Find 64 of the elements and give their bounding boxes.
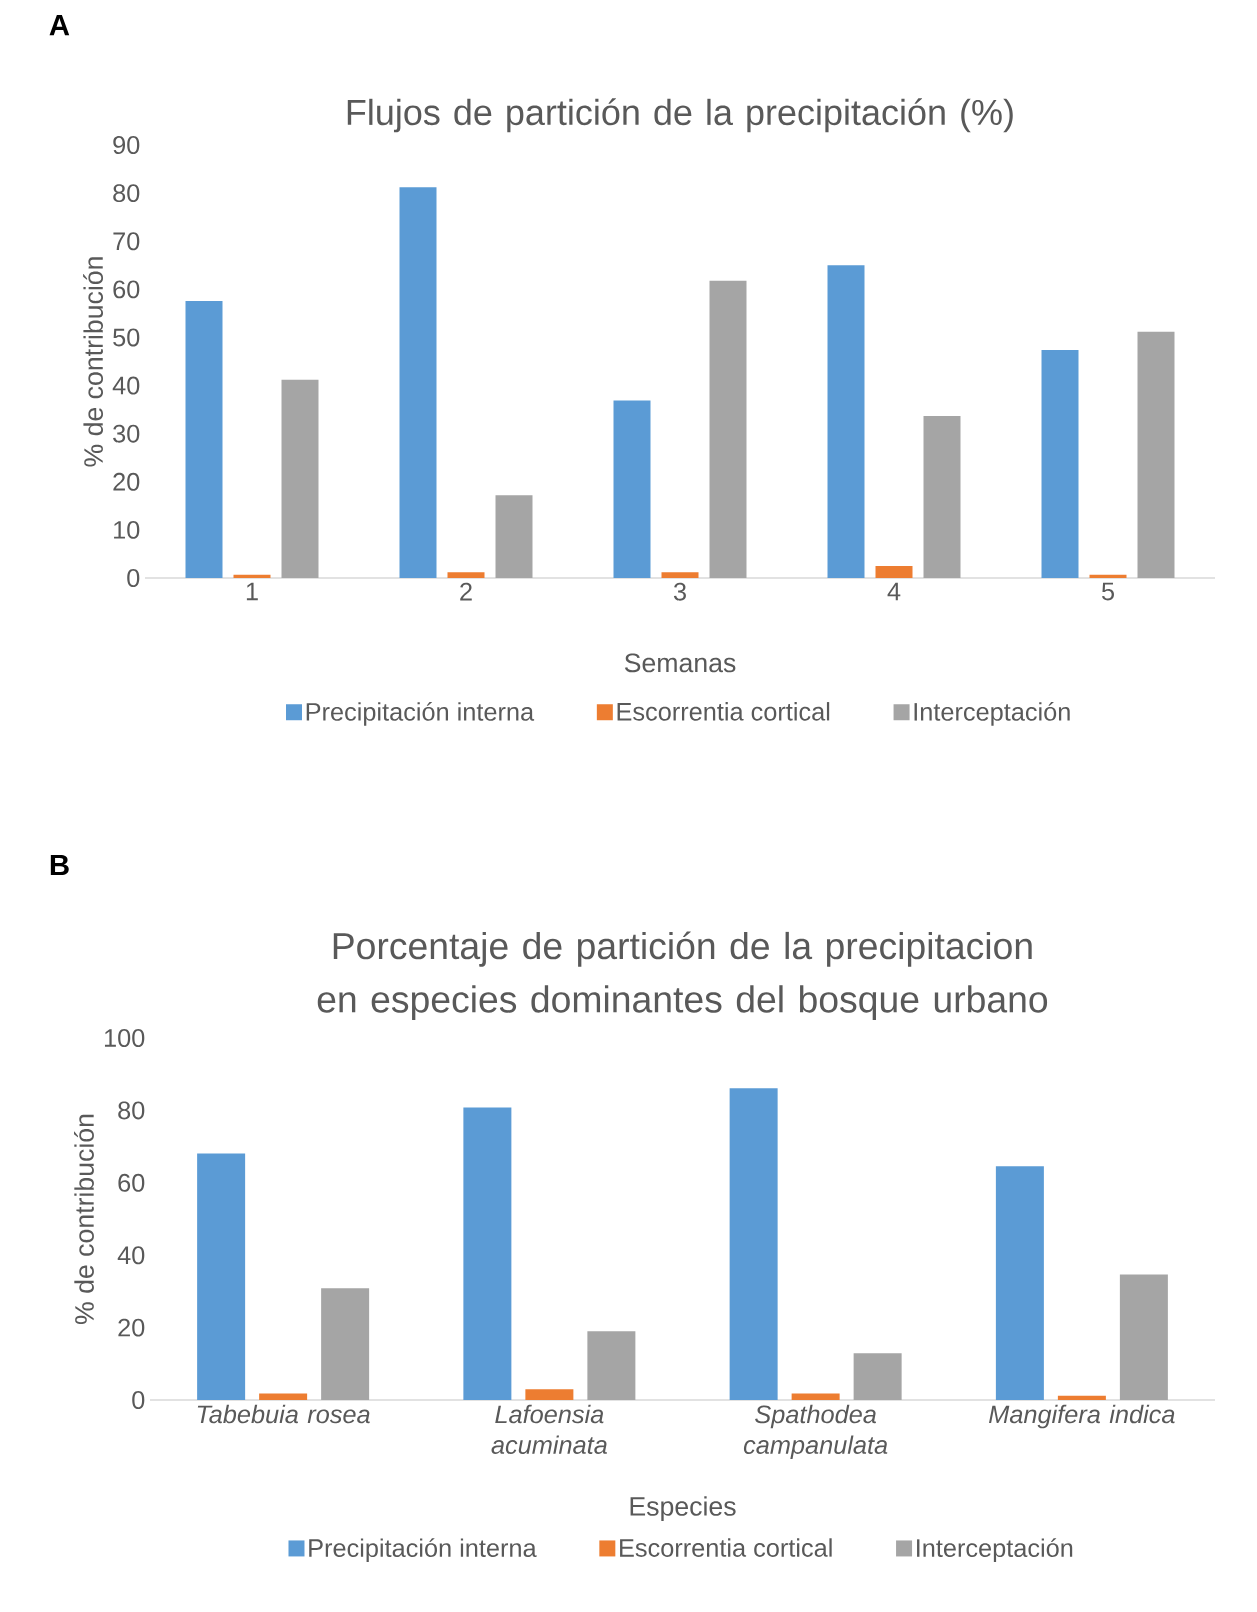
y-tick-label: 50 xyxy=(113,328,140,347)
x-tick-label: Tabebuia rosea xyxy=(197,1404,370,1424)
text: A xyxy=(49,14,70,36)
text: B xyxy=(50,854,69,876)
legend-label: Interceptación xyxy=(914,701,1070,726)
bar xyxy=(185,300,223,579)
bar xyxy=(1057,1395,1106,1401)
x-tick-label: 2 xyxy=(460,582,472,601)
bar xyxy=(197,1153,246,1401)
bar xyxy=(995,1166,1044,1401)
y-tick-label: 0 xyxy=(127,569,140,587)
legend-label: Escorrentia cortical xyxy=(620,1538,832,1557)
y-tick-label: 80 xyxy=(113,184,140,203)
x-tick-label: Mangifera indica xyxy=(989,1404,1175,1429)
x-tick-label: Spathodea campanulata xyxy=(743,1404,888,1459)
y-tick-label: 0 xyxy=(132,1391,145,1409)
y-tick-label: 20 xyxy=(113,472,140,491)
bar xyxy=(259,1393,308,1401)
bar xyxy=(495,495,533,579)
bar xyxy=(613,400,651,579)
bar xyxy=(853,1353,902,1401)
y-tick-label: 90 xyxy=(113,136,140,154)
bar xyxy=(525,1389,574,1401)
bar xyxy=(1041,349,1079,579)
y-axis-title: % de contribución xyxy=(83,257,104,467)
y-tick-label: 40 xyxy=(117,1246,145,1265)
legend-label: Precipitación interna xyxy=(306,701,535,726)
x-axis-title: Especies xyxy=(630,1496,736,1522)
legend-label: Interceptación xyxy=(917,1538,1073,1563)
bar xyxy=(281,379,319,579)
y-axis-title: % de contribución xyxy=(74,1114,94,1325)
y-tick-label: 30 xyxy=(113,424,140,443)
bar xyxy=(661,572,699,579)
bar xyxy=(875,565,913,579)
y-tick-label: 100 xyxy=(104,1029,145,1047)
x-tick-label: Lafoensia acuminata xyxy=(491,1404,607,1454)
y-tick-label: 60 xyxy=(118,1173,145,1192)
bar xyxy=(587,1331,636,1401)
bar xyxy=(709,280,747,579)
y-tick-label: 40 xyxy=(112,376,140,395)
y-tick-label: 60 xyxy=(113,280,140,299)
y-tick-label: 80 xyxy=(118,1101,145,1120)
chart-title: Porcentaje de partición de la precipitacion en especies dominantes del bosque urbano xyxy=(317,931,1048,1021)
bar xyxy=(729,1088,778,1401)
bar xyxy=(1137,331,1175,579)
bar xyxy=(399,187,437,579)
bar xyxy=(447,572,485,579)
bar xyxy=(827,265,865,579)
x-tick-label: 1 xyxy=(246,582,258,601)
y-tick-label: 20 xyxy=(118,1318,145,1337)
bar xyxy=(1119,1274,1168,1401)
bar xyxy=(463,1107,512,1401)
x-tick-label: 5 xyxy=(1101,582,1114,601)
bar xyxy=(321,1288,370,1401)
x-tick-label: 4 xyxy=(887,582,901,601)
chart-title: Flujos de partición de la precipitación (%) xyxy=(347,98,1013,133)
x-axis-title: Semanas xyxy=(624,653,736,673)
bar xyxy=(923,415,961,579)
bar xyxy=(791,1393,840,1401)
legend-label: Precipitación interna xyxy=(309,1538,537,1563)
y-tick-label: 70 xyxy=(113,232,140,251)
x-tick-label: 3 xyxy=(673,582,686,601)
legend-label: Escorrentia cortical xyxy=(617,702,830,721)
y-tick-label: 10 xyxy=(114,520,140,539)
